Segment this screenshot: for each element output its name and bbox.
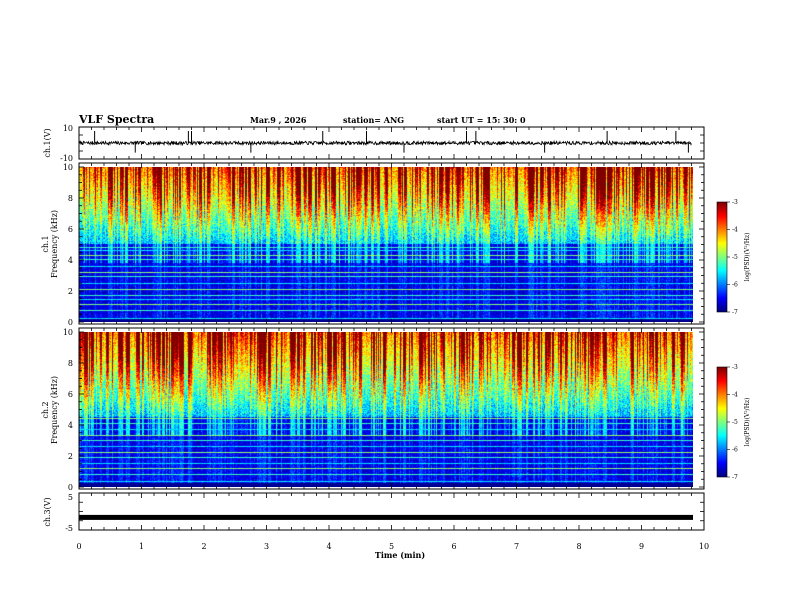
station-label: station= ANG xyxy=(343,115,404,125)
time-tick-label: 4 xyxy=(326,542,331,551)
ch2-colorbar-tick-label: -7 xyxy=(732,474,738,481)
ch2-colorbar-tick-label: -5 xyxy=(732,419,738,426)
ch2-colorbar-tick-label: -3 xyxy=(732,364,738,371)
ch1-colorbar-scale xyxy=(717,202,727,312)
ch2-ytick-label: 0 xyxy=(68,483,73,492)
ch2-colorbar-label: log(PSD)(V²/Hz) xyxy=(744,398,751,447)
time-tick-label: 6 xyxy=(451,542,456,551)
ch1-ytick-label: 0 xyxy=(68,318,73,327)
ch1-ytick-label: 8 xyxy=(68,194,73,203)
ch1-colorbar-tick-label: -3 xyxy=(732,199,738,206)
ch1-spectrogram-panel: 0 2 4 6 8 10 ch.1 Frequency (kHz) -3 -4 -5 -6 -7 l… xyxy=(41,162,751,327)
time-tick-label: 3 xyxy=(264,542,269,551)
ch1-waveform-panel: 10 -10 ch.1(V) xyxy=(43,124,705,163)
ch1-colorbar-tick-label: -4 xyxy=(732,227,738,234)
ch3-waveform-frame xyxy=(78,492,705,531)
ch2-ytick-label: 10 xyxy=(63,328,73,337)
ch3-waveform-trace xyxy=(79,514,693,520)
ch2-colorbar-tick-label: -4 xyxy=(732,392,738,399)
ch1-channel-label: ch.1 xyxy=(41,235,50,252)
ch1-ytick-label: 10 xyxy=(63,163,73,172)
ch2-ytick-label: 2 xyxy=(68,452,73,461)
time-tick-label: 8 xyxy=(576,542,581,551)
time-tick-label: 2 xyxy=(201,542,206,551)
start-time-label: start UT = 15: 30: 0 xyxy=(437,115,526,125)
ch2-spectrogram-yticks: 0 2 4 6 8 10 xyxy=(63,328,704,492)
time-axis: 0 1 2 3 4 5 6 7 8 9 10 xyxy=(76,127,709,551)
ch2-channel-label: ch.2 xyxy=(41,401,50,418)
time-tick-label: 7 xyxy=(514,542,519,551)
ch3-waveform-ylabel: ch.3(V) xyxy=(43,497,52,526)
ch1-spectrogram-yticks: 0 2 4 6 8 10 xyxy=(63,163,704,327)
ch2-colorbar: -3 -4 -5 -6 -7 log(PSD)(V²/Hz) xyxy=(716,364,751,481)
ch2-colorbar-tick-label: -6 xyxy=(732,447,738,454)
ch2-ytick-label: 4 xyxy=(68,421,73,430)
ch2-frequency-ylabel: Frequency (kHz) xyxy=(50,376,59,444)
ch3-waveform-panel: 5 -5 ch.3(V) xyxy=(43,492,705,533)
ch2-spectrogram-panel: 0 2 4 6 8 10 ch.2 Frequency (kHz) -3 -4 -5 -6 -7 l… xyxy=(41,327,751,492)
ch2-ytick-label: 8 xyxy=(68,359,73,368)
ch1-colorbar-tick-label: -5 xyxy=(732,254,738,261)
ch1-colorbar-label: log(PSD)(V²/Hz) xyxy=(744,233,751,282)
date-label: Mar.9 , 2026 xyxy=(250,115,307,125)
ch1-ytick-top: 10 xyxy=(63,124,73,133)
figure-title: VLF Spectra xyxy=(78,113,154,126)
ch1-colorbar-tick-label: -7 xyxy=(732,309,738,316)
ch1-waveform-ylabel: ch.1(V) xyxy=(43,128,52,157)
time-tick-label: 10 xyxy=(699,542,709,551)
ch1-waveform-trace xyxy=(78,139,692,147)
ch1-ytick-bottom: -10 xyxy=(60,154,73,163)
ch1-ytick-label: 2 xyxy=(68,287,73,296)
ch2-ytick-label: 6 xyxy=(68,390,73,399)
ch1-ytick-label: 6 xyxy=(68,225,73,234)
ch1-spectrogram-image xyxy=(79,167,693,322)
ch1-colorbar: -3 -4 -5 -6 -7 log(PSD)(V²/Hz) xyxy=(716,199,751,316)
time-tick-label: 9 xyxy=(639,542,644,551)
time-tick-label: 5 xyxy=(389,542,394,551)
ch1-frequency-ylabel: Frequency (kHz) xyxy=(50,210,59,278)
time-axis-label: Time (min) xyxy=(375,550,425,560)
ch3-ytick-top: 5 xyxy=(68,493,73,502)
ch2-colorbar-scale xyxy=(717,367,727,477)
ch1-colorbar-tick-label: -6 xyxy=(732,282,738,289)
ch1-waveform-spikes xyxy=(79,126,704,160)
ch3-ytick-bottom: -5 xyxy=(65,524,73,533)
ch2-spectrogram-image xyxy=(79,332,693,487)
time-tick-label: 1 xyxy=(139,542,144,551)
ch1-ytick-label: 4 xyxy=(68,256,73,265)
time-tick-label: 0 xyxy=(76,542,81,551)
